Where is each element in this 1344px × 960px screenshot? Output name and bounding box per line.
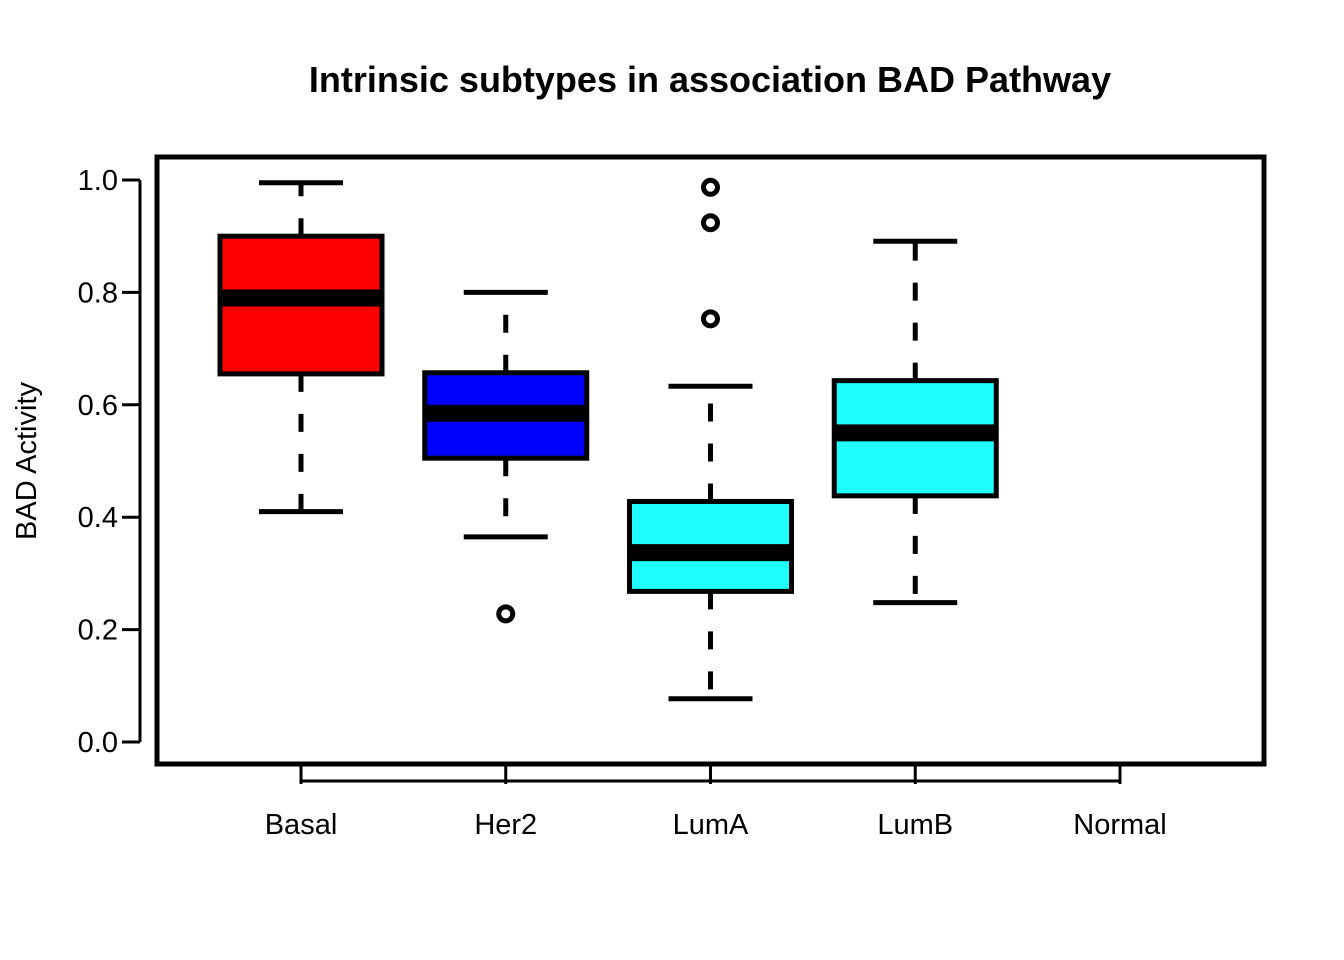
outlier-point bbox=[496, 604, 516, 624]
box-layer bbox=[217, 177, 999, 702]
y-tick-label: 0.2 bbox=[78, 615, 118, 647]
y-tick-label: 1.0 bbox=[78, 165, 118, 197]
x-tick-label: LumB bbox=[877, 809, 953, 841]
box-her2 bbox=[422, 289, 590, 624]
y-tick-label: 0.0 bbox=[78, 727, 118, 759]
outlier-point bbox=[701, 213, 720, 233]
y-tick-label: 0.8 bbox=[78, 277, 118, 309]
x-tick-label: Basal bbox=[265, 809, 338, 841]
y-tick-label: 0.6 bbox=[78, 390, 118, 422]
y-axis-label: BAD Activity bbox=[11, 382, 43, 540]
x-tick-label: Her2 bbox=[474, 809, 537, 841]
y-tick-label: 0.4 bbox=[78, 502, 118, 534]
chart-title: Intrinsic subtypes in association BAD Pa… bbox=[309, 59, 1111, 100]
box-lumb bbox=[831, 238, 999, 606]
y-axis: 0.0 0.2 0.4 0.6 0.8 1.0 bbox=[78, 165, 142, 759]
x-axis: Basal Her2 LumA LumB Normal bbox=[265, 764, 1167, 841]
outlier-point bbox=[701, 177, 720, 197]
box-luma bbox=[627, 177, 794, 702]
x-tick-label: Normal bbox=[1073, 809, 1166, 841]
box-basal bbox=[217, 180, 385, 515]
x-tick-label: LumA bbox=[673, 809, 749, 841]
outlier-point bbox=[701, 309, 720, 329]
